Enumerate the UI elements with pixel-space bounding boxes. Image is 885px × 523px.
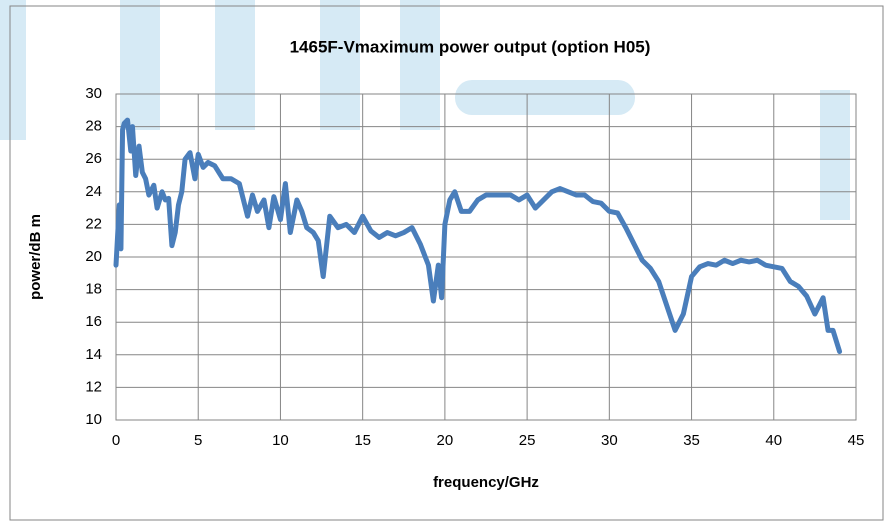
y-tick-label: 28 [85,118,102,135]
x-tick-label: 10 [272,432,289,449]
y-axis-label: power/dB m [27,214,44,300]
x-tick-label: 30 [601,432,618,449]
y-tick-label: 22 [85,215,102,232]
x-tick-label: 20 [437,432,454,449]
x-tick-label: 0 [112,432,120,449]
chart-frame [9,5,884,521]
y-tick-label: 24 [85,183,102,200]
watermark [0,0,850,220]
y-tick-label: 16 [85,313,102,330]
x-tick-label: 40 [765,432,782,449]
x-tick-label: 35 [683,432,700,449]
data-line [113,117,843,355]
y-tick-label: 20 [85,248,102,265]
x-axis-label: frequency/GHz [433,474,539,491]
y-tick-label: 26 [85,150,102,167]
y-tick-label: 14 [85,346,102,363]
x-tick-label: 25 [519,432,536,449]
y-tick-label: 30 [85,85,102,102]
y-tick-label: 10 [85,411,102,428]
y-tick-label: 12 [85,378,102,395]
x-tick-label: 5 [194,432,202,449]
y-tick-label: 18 [85,281,102,298]
x-tick-label: 15 [354,432,371,449]
x-tick-label: 45 [848,432,865,449]
chart-title: 1465F-Vmaximum power output (option H05) [290,37,651,56]
